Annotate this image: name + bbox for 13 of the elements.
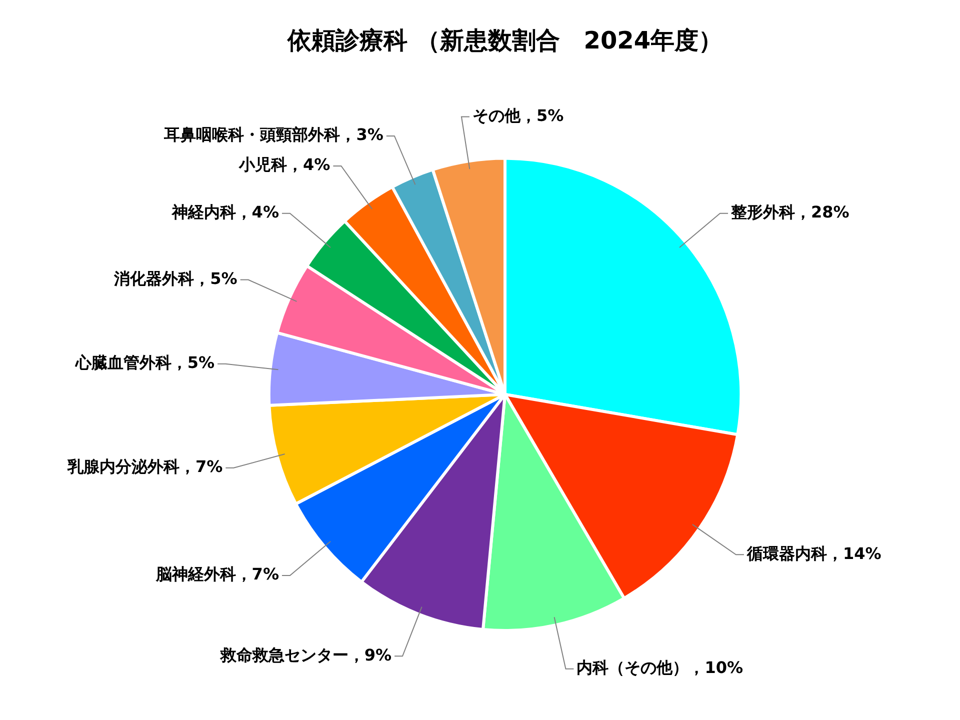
slice-label: 耳鼻咽喉科・頭頸部外科，3% (163, 125, 384, 144)
slice-label: 小児科，4% (238, 155, 330, 174)
slice-label: 心臓血管外科，5% (74, 353, 215, 372)
slice-label: 脳神経外科，7% (154, 564, 279, 584)
slice-label: 消化器外科，5% (113, 268, 238, 288)
slice-label: 乳腺内分泌外科，7% (66, 457, 223, 476)
slice-label: 整形外科，28% (730, 202, 850, 222)
slice-label: 救命救急センター，9% (219, 645, 392, 664)
slice-label: 循環器内科，14% (746, 544, 882, 563)
slice-label: 内科（その他），10% (576, 658, 744, 678)
slice-label: 神経内科，4% (170, 202, 279, 222)
chart-title: 依頼診療科 （新患数割合 2024年度） (286, 26, 723, 55)
slice-label: その他，5% (472, 106, 564, 125)
